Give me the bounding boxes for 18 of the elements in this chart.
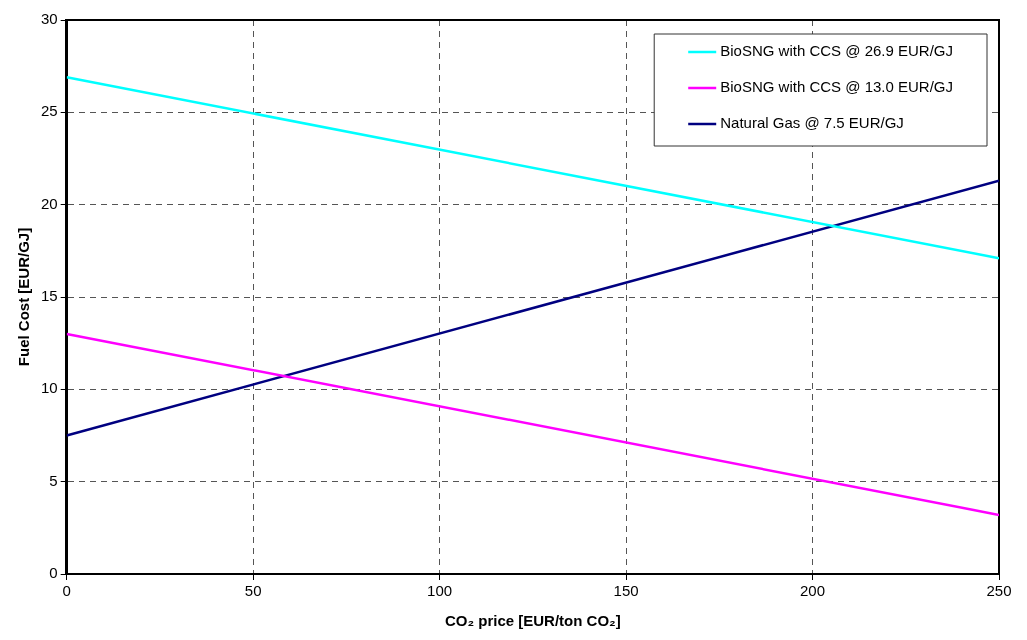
x-axis-title: CO₂ price [EUR/ton CO₂] xyxy=(444,612,621,629)
legend-label: BioSNG with CCS @ 13.0 EUR/GJ xyxy=(720,78,953,96)
y-tick-label: 0 xyxy=(49,564,58,582)
x-tick-label: 150 xyxy=(613,582,639,600)
legend-label: BioSNG with CCS @ 26.9 EUR/GJ xyxy=(720,42,953,60)
y-axis-title: Fuel Cost [EUR/GJ] xyxy=(15,227,33,367)
y-tick-label: 5 xyxy=(49,471,58,489)
y-tick-label: 15 xyxy=(41,287,58,305)
legend-label: Natural Gas @ 7.5 EUR/GJ xyxy=(720,114,904,132)
x-tick-label: 0 xyxy=(62,582,71,600)
y-tick-label: 20 xyxy=(41,194,58,212)
y-tick-label: 10 xyxy=(41,379,58,397)
x-tick-label: 250 xyxy=(986,582,1012,600)
x-tick-label: 50 xyxy=(244,582,262,600)
x-tick-label: 200 xyxy=(800,582,826,600)
y-tick-label: 30 xyxy=(41,10,58,28)
x-tick-label: 100 xyxy=(427,582,453,600)
y-tick-label: 25 xyxy=(41,102,58,120)
